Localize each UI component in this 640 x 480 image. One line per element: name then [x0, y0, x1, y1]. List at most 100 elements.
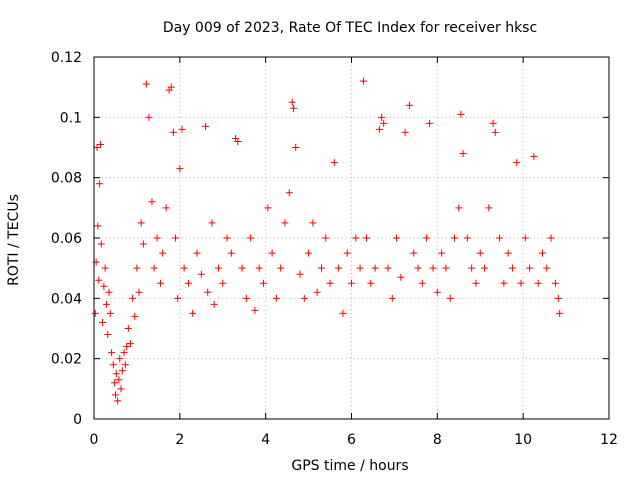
data-point — [157, 279, 165, 287]
data-point — [223, 234, 231, 242]
data-point — [547, 234, 555, 242]
data-point — [202, 122, 210, 130]
data-point — [380, 119, 388, 127]
data-point — [162, 204, 170, 212]
data-point — [204, 288, 212, 296]
data-point — [159, 249, 167, 257]
data-point — [504, 249, 512, 257]
data-point — [104, 331, 112, 339]
data-point — [554, 294, 562, 302]
data-point — [117, 385, 125, 393]
data-point — [114, 397, 122, 405]
data-point — [433, 288, 441, 296]
data-point — [288, 98, 296, 106]
data-point — [180, 264, 188, 272]
data-point — [167, 83, 175, 91]
data-point — [305, 249, 313, 257]
data-point — [356, 264, 364, 272]
data-point — [126, 340, 134, 348]
data-point — [438, 249, 446, 257]
data-point — [118, 367, 126, 375]
data-point — [255, 264, 263, 272]
data-point — [174, 294, 182, 302]
data-point — [285, 189, 293, 197]
data-point — [393, 234, 401, 242]
data-point — [247, 234, 255, 242]
data-point — [468, 264, 476, 272]
data-point — [139, 240, 147, 248]
data-point — [410, 249, 418, 257]
data-point — [189, 309, 197, 317]
data-point — [292, 144, 300, 151]
data-point — [459, 150, 467, 158]
data-point — [281, 219, 289, 227]
data-point — [348, 279, 355, 287]
data-point — [108, 349, 116, 357]
data-point — [197, 270, 205, 278]
y-tick-label: 0.02 — [51, 352, 82, 368]
data-point — [260, 279, 268, 287]
data-point — [111, 379, 119, 387]
data-point — [115, 376, 123, 384]
data-point — [442, 264, 450, 272]
data-point — [401, 128, 409, 136]
y-tick-label: 0.1 — [60, 110, 82, 126]
data-point — [227, 249, 235, 257]
data-point — [496, 234, 504, 242]
data-point — [208, 219, 216, 227]
data-point — [111, 391, 119, 399]
data-point — [446, 294, 454, 302]
data-point — [178, 125, 186, 133]
data-point — [517, 279, 525, 287]
data-point — [219, 279, 227, 287]
data-point — [388, 294, 396, 302]
y-tick-label: 0.12 — [51, 50, 82, 66]
data-point — [176, 165, 184, 173]
data-point — [133, 264, 141, 272]
data-point — [109, 361, 117, 369]
data-point — [322, 234, 330, 242]
data-point — [352, 234, 360, 242]
data-point — [193, 249, 201, 257]
data-point — [313, 288, 321, 296]
x-axis-label: GPS time / hours — [291, 458, 408, 474]
data-point — [234, 137, 242, 145]
data-point — [526, 264, 534, 272]
data-point — [451, 234, 458, 242]
data-point — [91, 309, 99, 317]
x-tick-label: 4 — [261, 432, 270, 448]
data-point — [418, 279, 426, 287]
data-point — [97, 240, 105, 248]
x-tick-label: 8 — [433, 432, 442, 448]
y-axis-label: ROTI / TECUs — [6, 194, 22, 286]
axis-ticks: 0 2 4 6 8 10 12 0 0.02 0.04 0.06 0.08 0.1 0.12 — [51, 50, 618, 448]
data-point — [363, 234, 371, 242]
data-point — [123, 343, 131, 351]
data-point — [317, 264, 325, 272]
data-point — [121, 361, 129, 369]
data-point — [105, 288, 113, 296]
data-point — [335, 264, 343, 272]
data-point — [96, 180, 104, 188]
data-point — [367, 279, 375, 287]
data-point — [150, 264, 158, 272]
data-point — [426, 119, 434, 127]
data-point — [94, 222, 102, 230]
data-point — [476, 249, 484, 257]
data-point — [129, 294, 137, 302]
data-point — [300, 294, 308, 302]
data-point — [423, 234, 431, 242]
data-point — [99, 318, 107, 326]
data-point — [95, 276, 103, 284]
data-point — [210, 300, 218, 308]
data-point — [343, 249, 351, 257]
data-point — [491, 128, 499, 136]
data-point — [463, 234, 471, 242]
x-tick-label: 2 — [175, 432, 184, 448]
data-point — [339, 309, 347, 317]
y-tick-label: 0.06 — [51, 231, 82, 247]
data-point — [500, 279, 508, 287]
y-tick-label: 0 — [73, 412, 82, 428]
data-point — [268, 249, 276, 257]
x-tick-label: 6 — [347, 432, 356, 448]
